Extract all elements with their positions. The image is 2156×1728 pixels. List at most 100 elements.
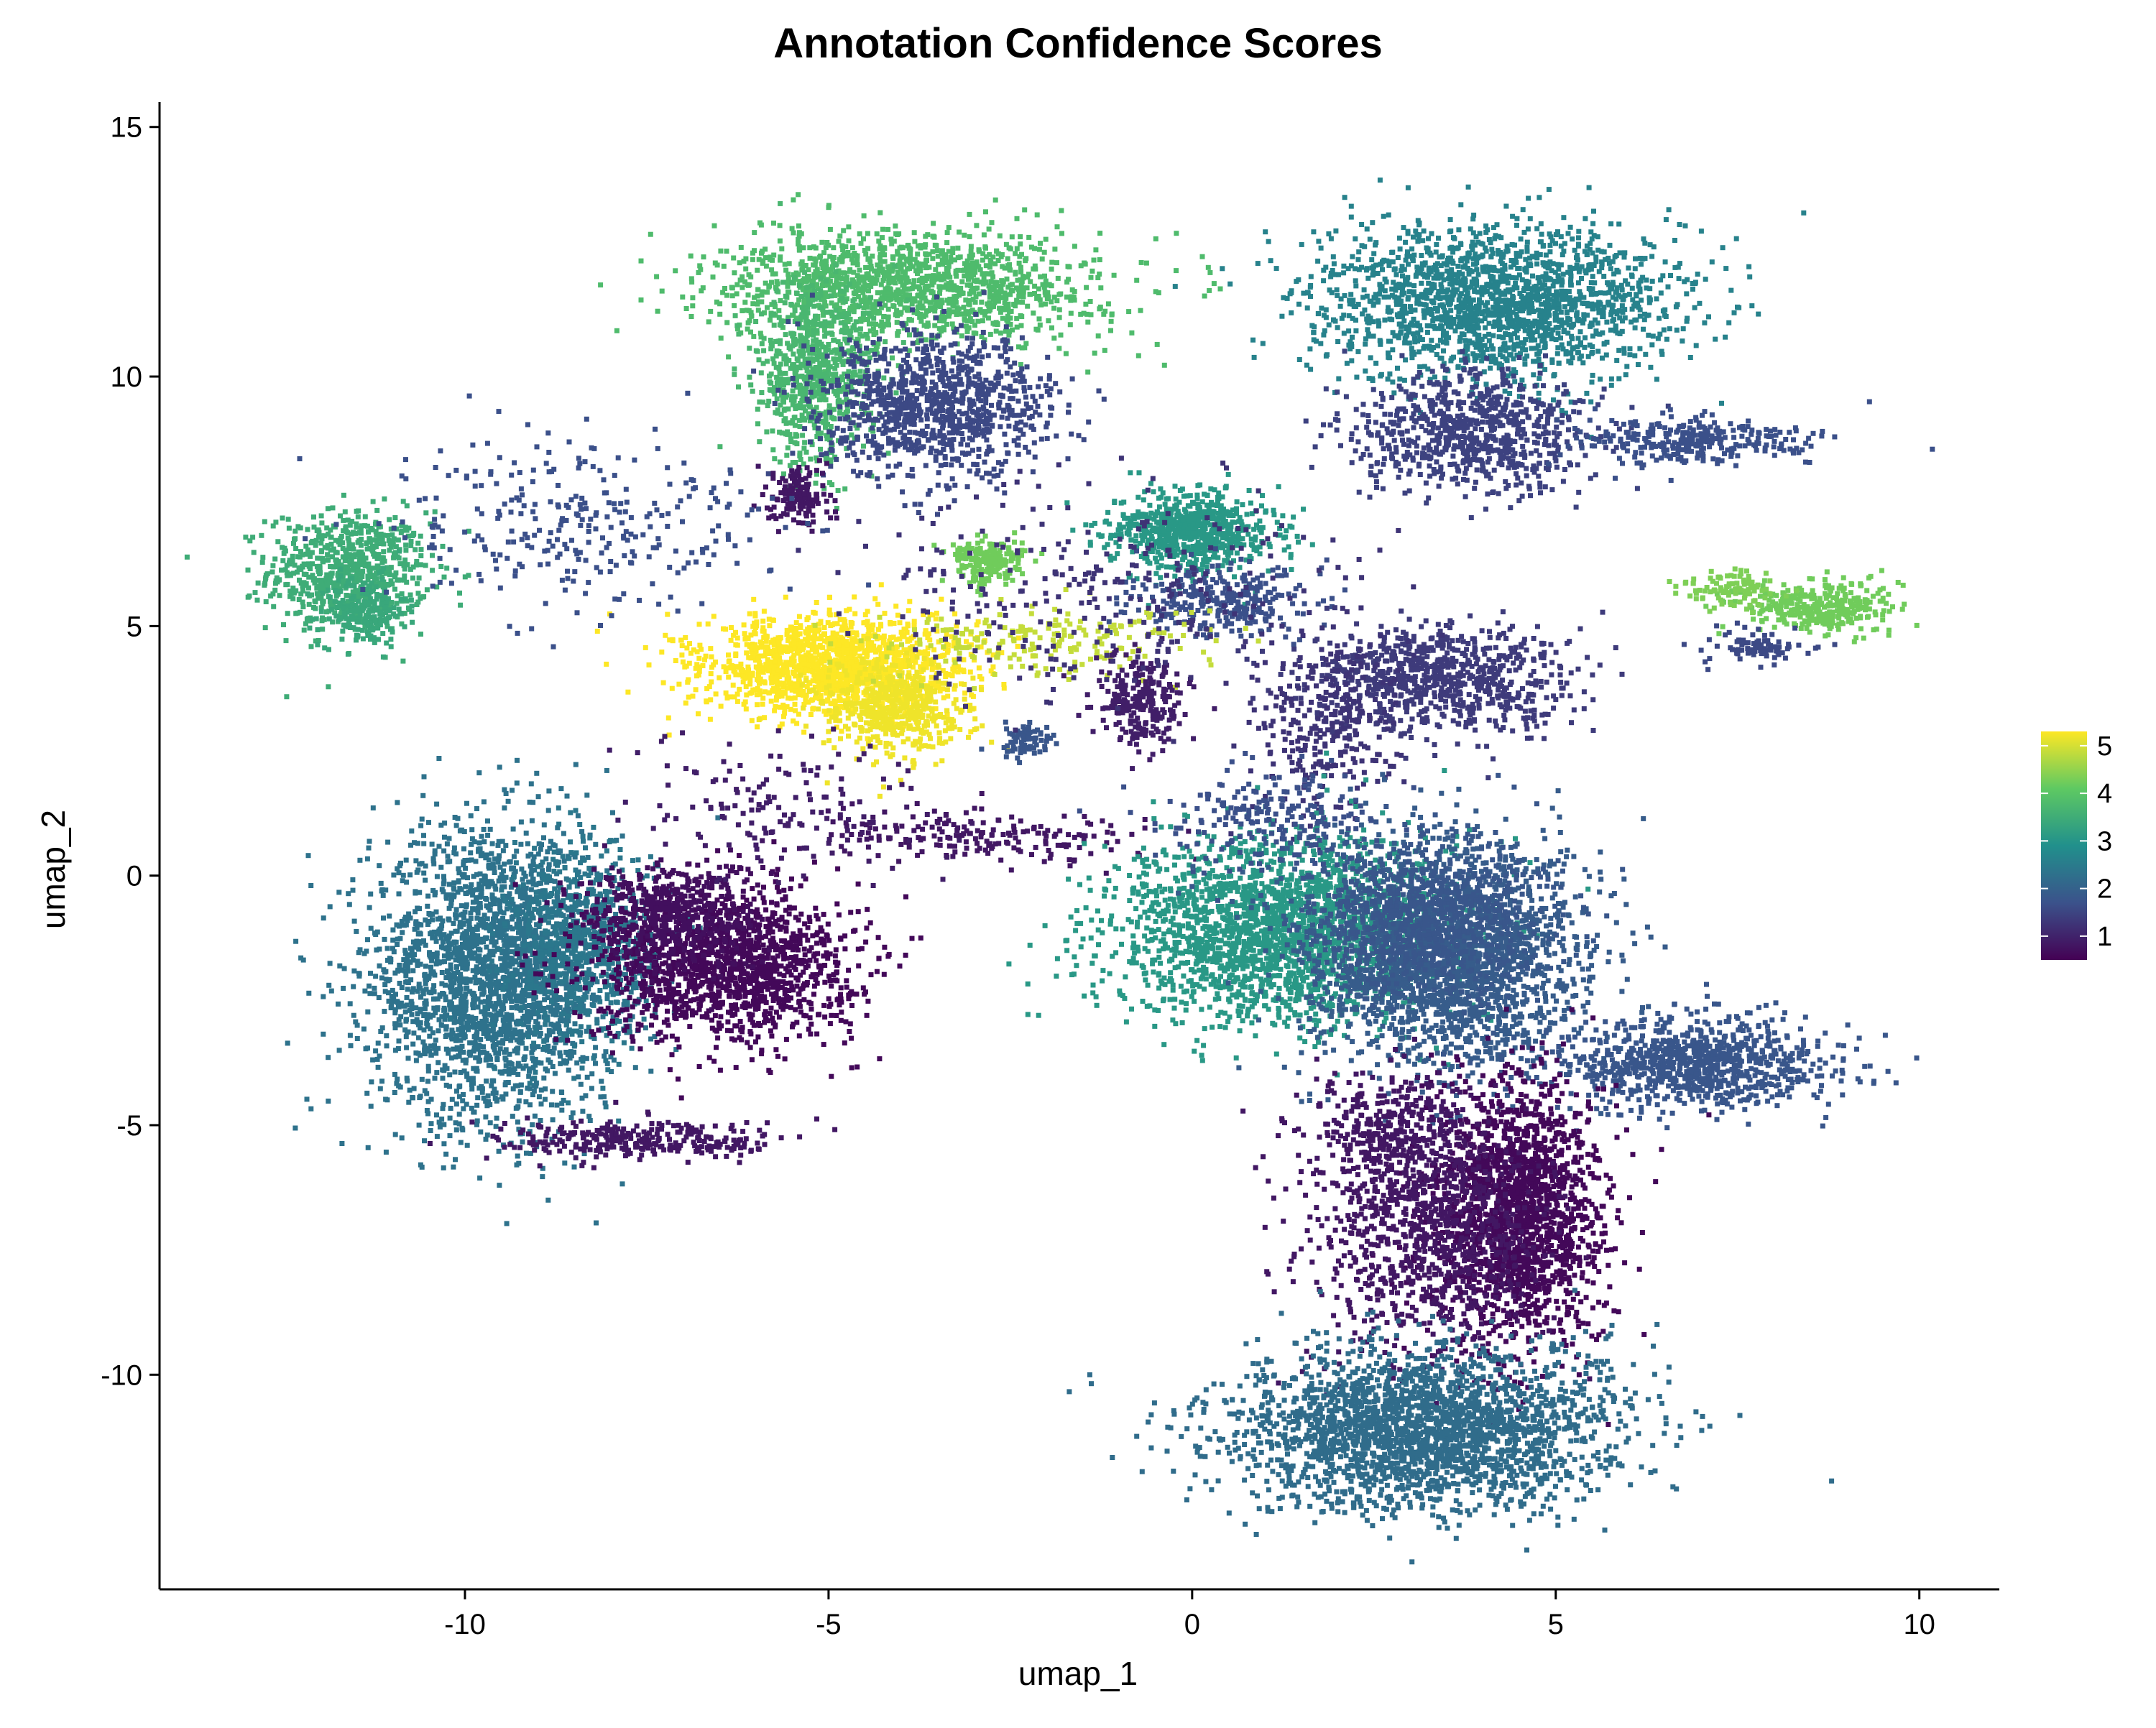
- cell-point: [395, 942, 400, 947]
- cell-point: [415, 1017, 420, 1022]
- cell-point: [476, 1004, 481, 1009]
- cell-point: [467, 1040, 472, 1045]
- cell-point: [402, 963, 407, 968]
- cell-point: [255, 598, 260, 603]
- cell-point: [542, 1045, 547, 1050]
- cell-point: [418, 1163, 423, 1168]
- cell-point: [494, 992, 499, 997]
- cell-point: [471, 1005, 476, 1010]
- cell-point: [829, 1074, 834, 1079]
- points-layer: [185, 177, 1935, 1564]
- cell-point: [380, 577, 385, 582]
- cell-point: [541, 835, 546, 840]
- cell-point: [329, 607, 334, 612]
- cell-point: [319, 609, 324, 614]
- cell-point: [542, 823, 547, 828]
- cell-point: [326, 506, 331, 511]
- cell-point: [599, 854, 604, 859]
- cell-point: [506, 799, 511, 804]
- cell-point: [708, 961, 713, 966]
- cell-point: [583, 845, 588, 850]
- cell-point: [464, 986, 469, 991]
- cell-point: [413, 921, 418, 926]
- cell-point: [464, 941, 469, 946]
- cell-point: [615, 956, 620, 961]
- cell-point: [488, 907, 493, 912]
- cell-point: [479, 1050, 484, 1055]
- cell-point: [336, 890, 341, 895]
- cell-point: [849, 1066, 854, 1071]
- cell-point: [861, 985, 866, 990]
- cell-point: [404, 858, 409, 863]
- cell-point: [479, 851, 484, 856]
- cell-point: [685, 989, 690, 994]
- cell-point: [445, 841, 450, 846]
- cell-point: [423, 964, 428, 969]
- cell-point: [409, 598, 414, 603]
- cell-point: [561, 887, 566, 892]
- cell-point: [538, 1118, 543, 1123]
- cell-point: [600, 1086, 605, 1091]
- cell-point: [454, 1089, 459, 1094]
- cell-point: [473, 1055, 478, 1061]
- cell-point: [538, 910, 543, 915]
- cell-point: [530, 1122, 535, 1127]
- cell-point: [430, 568, 435, 573]
- cell-point: [604, 868, 609, 873]
- cell-point: [533, 951, 538, 956]
- cell-point: [402, 923, 407, 928]
- cell-point: [275, 539, 280, 544]
- cell-point: [420, 793, 425, 798]
- cell-point: [771, 839, 776, 844]
- cell-point: [538, 847, 543, 852]
- cell-point: [587, 951, 592, 956]
- cell-point: [865, 907, 870, 912]
- cell-point: [483, 1015, 488, 1020]
- cell-point: [354, 509, 359, 514]
- cell-point: [351, 969, 356, 974]
- cell-point: [405, 1076, 410, 1081]
- cell-point: [356, 538, 361, 543]
- cell-point: [378, 609, 383, 614]
- cell-point: [444, 565, 449, 570]
- cell-point: [459, 1017, 464, 1022]
- cell-point: [563, 921, 568, 926]
- cell-point: [406, 1100, 411, 1105]
- cell-point: [375, 626, 380, 631]
- cell-point: [483, 855, 488, 860]
- cell-point: [428, 990, 433, 995]
- cell-point: [513, 869, 518, 874]
- cell-point: [377, 995, 382, 1000]
- cell-point: [548, 1060, 553, 1065]
- cell-point: [410, 968, 415, 973]
- cell-point: [447, 882, 452, 887]
- cell-point: [462, 977, 467, 982]
- cell-point: [417, 861, 422, 867]
- cell-point: [497, 901, 502, 906]
- cell-point: [549, 999, 554, 1004]
- cell-point: [418, 823, 423, 828]
- cell-point: [761, 943, 766, 948]
- cell-point: [473, 1044, 478, 1049]
- cell-point: [381, 655, 386, 660]
- cell-point: [576, 1074, 581, 1079]
- cell-point: [550, 1117, 556, 1122]
- cell-point: [464, 904, 469, 909]
- cell-point: [520, 1005, 525, 1010]
- cell-point: [384, 641, 389, 646]
- cell-point: [302, 572, 307, 577]
- cell-point: [400, 930, 405, 935]
- cell-point: [663, 987, 668, 992]
- cell-point: [476, 997, 481, 1002]
- cell-point: [573, 854, 578, 859]
- cell-point: [803, 933, 808, 938]
- cell-point: [487, 969, 492, 974]
- cell-point: [328, 599, 333, 604]
- cell-point: [510, 949, 515, 954]
- cell-point: [473, 956, 478, 961]
- cell-point: [370, 1058, 375, 1063]
- cell-point: [390, 542, 395, 547]
- cell-point: [265, 571, 270, 576]
- cell-point: [561, 854, 566, 859]
- cell-point: [618, 847, 623, 852]
